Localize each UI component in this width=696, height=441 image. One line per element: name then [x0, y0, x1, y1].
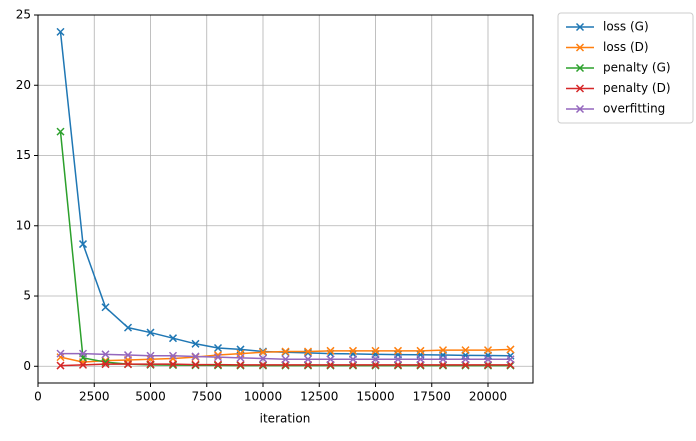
point-marker [258, 348, 268, 357]
point-marker [393, 355, 403, 364]
point-marker [416, 355, 425, 364]
point-marker [393, 346, 403, 355]
point-marker [483, 346, 493, 355]
x-tick-label: 12500 [300, 390, 338, 404]
point-marker [506, 351, 515, 360]
point-marker [213, 353, 223, 362]
point-marker [303, 348, 313, 357]
y-tick-label: 0 [23, 359, 31, 373]
x-axis-label: iteration [260, 412, 311, 426]
point-marker [101, 303, 110, 312]
point-marker [56, 27, 65, 36]
legend-label: penalty (D) [603, 81, 671, 95]
point-marker [123, 323, 133, 332]
point-marker [348, 355, 358, 364]
point-marker [438, 346, 448, 355]
y-tick-label: 5 [23, 289, 31, 303]
point-marker [326, 355, 335, 364]
point-marker [168, 360, 178, 369]
point-marker [123, 360, 133, 369]
point-marker [483, 355, 493, 364]
point-marker [146, 360, 155, 369]
point-marker [146, 328, 155, 337]
point-marker [168, 351, 178, 360]
point-marker [78, 360, 88, 369]
point-marker [258, 354, 268, 363]
point-marker [236, 353, 245, 362]
point-marker [56, 127, 65, 136]
legend-label: overfitting [603, 102, 665, 116]
x-tick-label: 10000 [244, 390, 282, 404]
point-marker [101, 360, 110, 369]
point-marker [56, 353, 65, 362]
legend-label: penalty (G) [603, 61, 671, 75]
series-line [59, 31, 511, 357]
legend-marker [575, 43, 585, 52]
point-marker [461, 346, 470, 355]
point-marker [191, 352, 200, 361]
point-marker [438, 355, 448, 364]
point-marker [56, 349, 65, 358]
y-tick-label: 20 [16, 78, 31, 92]
x-tick-label: 7500 [191, 390, 222, 404]
x-tick-label: 2500 [79, 390, 110, 404]
point-marker [78, 349, 88, 358]
series-line [59, 131, 511, 367]
x-tick-label: 17500 [413, 390, 451, 404]
point-marker [461, 355, 470, 364]
x-tick-label: 15000 [356, 390, 394, 404]
point-marker [101, 350, 110, 359]
y-tick-label: 15 [16, 148, 31, 162]
x-tick-label: 0 [34, 390, 42, 404]
point-marker [146, 351, 155, 360]
point-marker [281, 347, 290, 356]
point-marker [258, 360, 268, 369]
x-tick-label: 5000 [135, 390, 166, 404]
point-marker [213, 360, 223, 369]
point-marker [281, 355, 290, 364]
x-tick-label: 20000 [469, 390, 507, 404]
point-marker [371, 346, 380, 355]
legend-label: loss (D) [603, 40, 649, 54]
legend-marker [575, 63, 585, 73]
legend: loss (G) loss (D) penalty (G) penalty (D) ov… [557, 12, 694, 124]
point-marker [236, 360, 245, 369]
legend-box [557, 12, 694, 124]
point-marker [123, 351, 133, 360]
point-marker [416, 346, 425, 355]
plot-frame [37, 14, 534, 384]
legend-label: loss (G) [603, 20, 649, 34]
point-marker [506, 345, 515, 354]
point-marker [371, 355, 380, 364]
y-tick-label: 25 [16, 8, 31, 22]
point-marker [213, 343, 223, 353]
point-marker [78, 240, 88, 249]
point-marker [326, 346, 335, 355]
point-marker [191, 360, 200, 369]
point-marker [348, 346, 358, 355]
legend-marker [575, 104, 585, 114]
point-marker [168, 334, 178, 343]
legend-marker [575, 22, 585, 32]
point-marker [191, 339, 200, 348]
point-marker [303, 347, 313, 356]
point-marker [506, 355, 515, 364]
legend-marker [575, 84, 585, 93]
y-tick-label: 10 [16, 218, 31, 232]
point-marker [303, 355, 313, 364]
point-marker [56, 361, 65, 370]
